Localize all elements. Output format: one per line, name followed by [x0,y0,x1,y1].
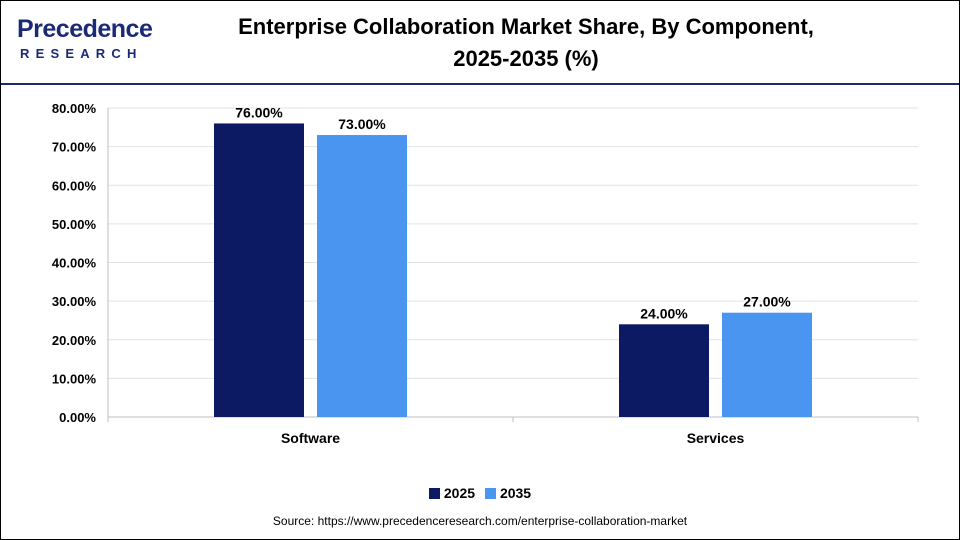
header: Precedence RESEARCH Enterprise Collabora… [1,1,959,85]
y-tick-label: 50.00% [52,217,97,232]
y-tick-label: 70.00% [52,140,97,155]
legend-swatch-2025 [428,487,440,499]
y-tick-label: 40.00% [52,256,97,271]
data-label: 73.00% [338,116,386,132]
legend-label-2025: 2025 [443,485,476,501]
bar-2025-services [619,324,709,417]
brand-name: Precedence [17,15,153,43]
legend-label-2035: 2035 [499,485,532,501]
bar-chart: 0.00% 10.00% 20.00% 30.00% 40.00% 50.00% 60.00… [52,101,919,446]
brand-sub: RESEARCH [20,46,143,61]
y-tick-label: 60.00% [52,178,97,193]
y-tick-label: 30.00% [52,294,97,309]
chart-title-line-1: Enterprise Collaboration Market Share, B… [238,14,814,39]
data-label: 24.00% [640,305,688,321]
bar-2025-software [214,123,304,417]
y-tick-label: 0.00% [59,410,96,425]
y-tick-label: 20.00% [52,333,97,348]
source-note: Source: https://www.precedenceresearch.c… [272,514,688,528]
y-tick-label: 80.00% [52,101,97,116]
x-category-label: Services [687,430,745,446]
legend: 2025 2035 [1,485,959,502]
data-label: 27.00% [743,294,791,310]
legend-item-2025: 2025 [428,485,476,501]
data-label: 76.00% [235,104,283,120]
legend-item-2035: 2035 [484,485,532,501]
bar-2035-services [722,312,812,417]
y-tick-label: 10.00% [52,371,97,386]
x-category-label: Software [281,430,340,446]
bar-2035-software [317,135,407,417]
chart-title: Enterprise Collaboration Market Share, B… [181,11,871,75]
chart-title-line-2: 2025-2035 (%) [453,46,599,71]
legend-swatch-2035 [484,487,496,499]
brand-logo: Precedence RESEARCH [17,15,167,65]
